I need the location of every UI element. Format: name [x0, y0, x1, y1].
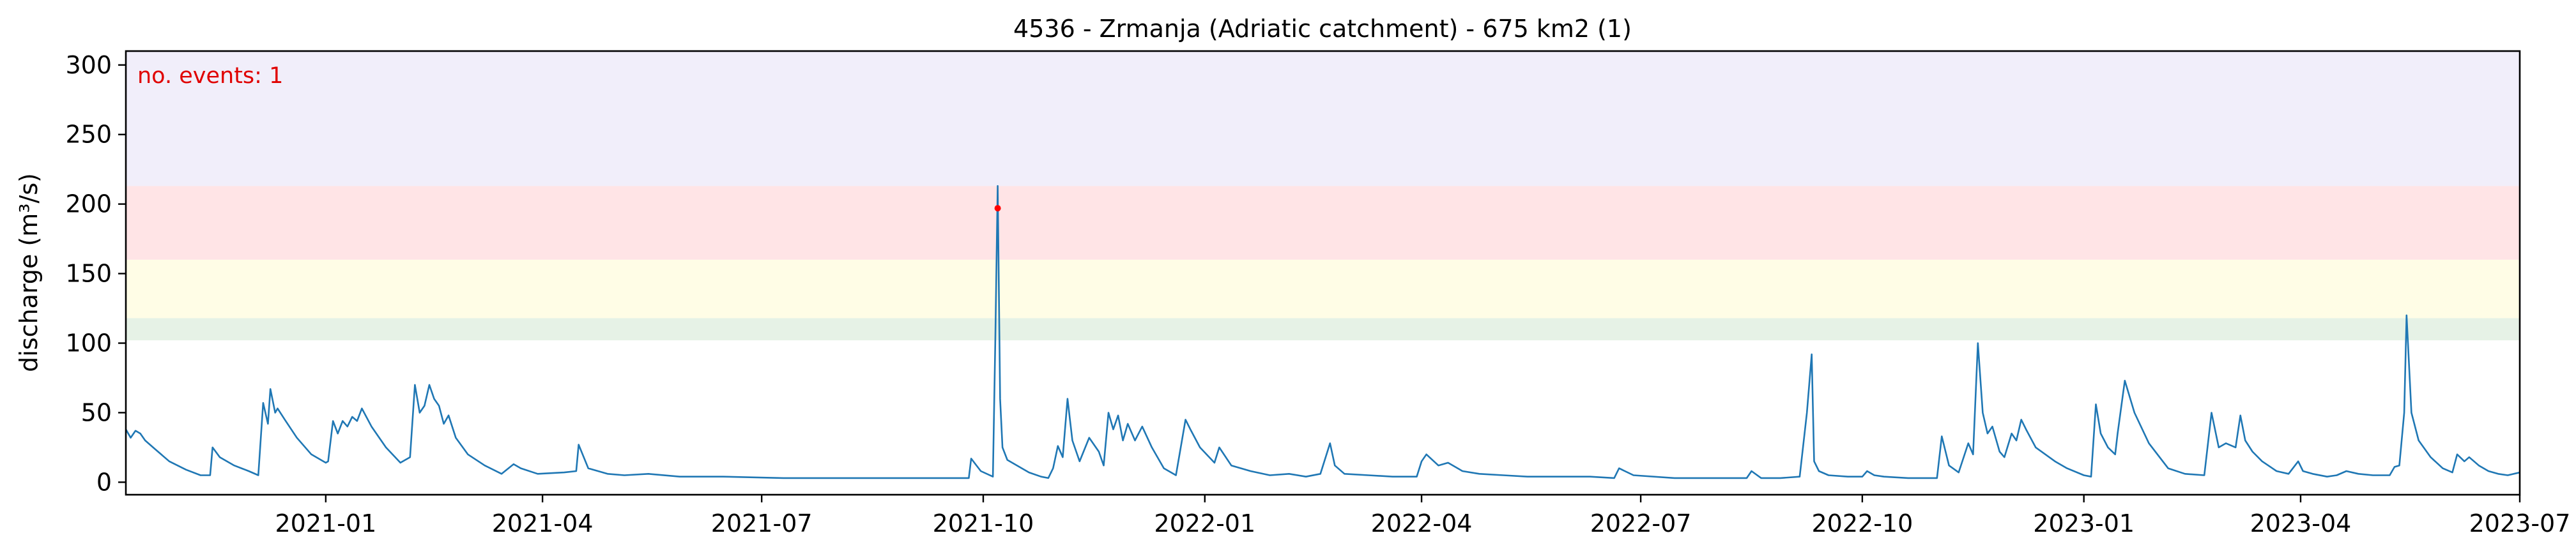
y-tick-label: 300 — [65, 51, 112, 79]
x-tick-label: 2021-07 — [711, 509, 813, 537]
x-tick-label: 2021-01 — [275, 509, 376, 537]
threshold-band-0 — [126, 318, 2520, 341]
threshold-band-1 — [126, 259, 2520, 319]
y-tick-label: 250 — [65, 121, 112, 149]
y-axis-label: discharge (m³/s) — [15, 173, 43, 372]
x-tick-label: 2021-04 — [492, 509, 594, 537]
threshold-band-3 — [126, 51, 2520, 186]
event-marker-0 — [994, 205, 1001, 212]
y-tick-label: 50 — [81, 398, 112, 426]
events-count-annotation: no. events: 1 — [137, 63, 283, 89]
y-axis: 0 50 100 150 200 250 300 — [65, 51, 126, 496]
x-tick-label: 2022-07 — [1590, 509, 1692, 537]
event-markers — [994, 205, 1001, 212]
chart-title: 4536 - Zrmanja (Adriatic catchment) - 67… — [1013, 15, 1632, 43]
threshold-band-2 — [126, 186, 2520, 260]
x-tick-label: 2021-10 — [933, 509, 1034, 537]
x-tick-label: 2023-04 — [2250, 509, 2352, 537]
y-tick-label: 150 — [65, 260, 112, 288]
discharge-series-line — [125, 185, 2520, 479]
threshold-bands — [126, 51, 2520, 341]
y-tick-label: 0 — [96, 468, 112, 496]
x-tick-label: 2022-01 — [1154, 509, 1255, 537]
x-axis: 2021-01 2021-04 2021-07 2021-10 2022-01 2022-… — [275, 495, 2570, 537]
x-tick-label: 2023-01 — [2033, 509, 2135, 537]
x-tick-label: 2022-10 — [1812, 509, 1913, 537]
x-tick-label: 2023-07 — [2469, 509, 2571, 537]
x-tick-label: 2022-04 — [1371, 509, 1473, 537]
y-tick-label: 200 — [65, 190, 112, 218]
y-tick-label: 100 — [65, 329, 112, 357]
